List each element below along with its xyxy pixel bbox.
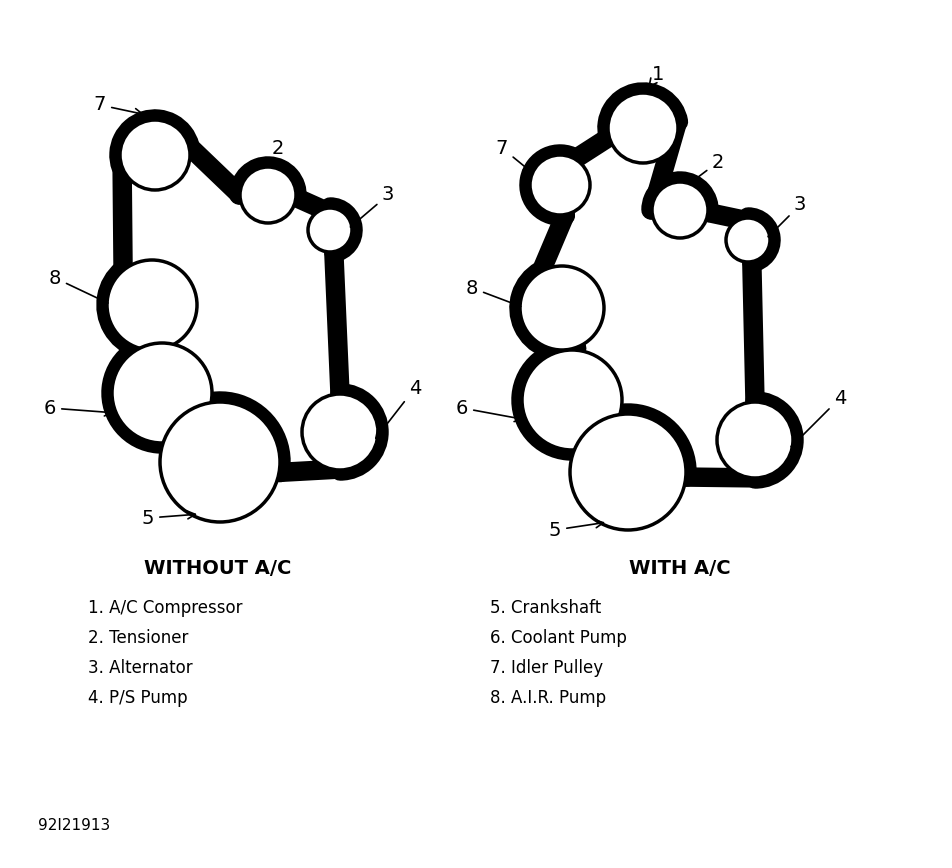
Text: 8: 8 bbox=[49, 268, 108, 303]
Circle shape bbox=[107, 260, 197, 350]
Circle shape bbox=[530, 155, 590, 215]
Text: 7. Idler Pulley: 7. Idler Pulley bbox=[490, 659, 604, 677]
Circle shape bbox=[112, 343, 212, 443]
Text: 6: 6 bbox=[456, 398, 523, 422]
Text: 3: 3 bbox=[768, 195, 806, 237]
Circle shape bbox=[608, 93, 678, 163]
Circle shape bbox=[120, 120, 190, 190]
Text: 5: 5 bbox=[548, 520, 604, 540]
Text: 5: 5 bbox=[142, 509, 195, 528]
Circle shape bbox=[717, 402, 793, 478]
Circle shape bbox=[308, 208, 352, 252]
Text: 6. Coolant Pump: 6. Coolant Pump bbox=[490, 629, 626, 647]
Text: 4. P/S Pump: 4. P/S Pump bbox=[88, 689, 188, 707]
Circle shape bbox=[570, 414, 686, 530]
Circle shape bbox=[240, 167, 296, 223]
Text: 5. Crankshaft: 5. Crankshaft bbox=[490, 599, 602, 617]
Circle shape bbox=[652, 182, 708, 238]
Text: WITHOUT A/C: WITHOUT A/C bbox=[145, 558, 291, 577]
Circle shape bbox=[726, 218, 770, 262]
Text: 2: 2 bbox=[271, 139, 285, 168]
Text: 2: 2 bbox=[688, 153, 724, 184]
Text: 4: 4 bbox=[376, 378, 421, 438]
Text: 7: 7 bbox=[94, 95, 143, 116]
Text: 6: 6 bbox=[44, 398, 112, 418]
Text: WITH A/C: WITH A/C bbox=[629, 558, 731, 577]
Circle shape bbox=[160, 402, 280, 522]
Text: 2. Tensioner: 2. Tensioner bbox=[88, 629, 188, 647]
Circle shape bbox=[522, 350, 622, 450]
Circle shape bbox=[520, 266, 604, 350]
Text: 3: 3 bbox=[350, 186, 394, 227]
Text: 1: 1 bbox=[649, 65, 664, 87]
Text: 1. A/C Compressor: 1. A/C Compressor bbox=[88, 599, 243, 617]
Text: 7: 7 bbox=[496, 139, 531, 172]
Text: 4: 4 bbox=[791, 389, 846, 447]
Text: 8: 8 bbox=[466, 279, 521, 307]
Text: 3. Alternator: 3. Alternator bbox=[88, 659, 192, 677]
Text: 92I21913: 92I21913 bbox=[38, 818, 110, 832]
Circle shape bbox=[302, 394, 378, 470]
Text: 8. A.I.R. Pump: 8. A.I.R. Pump bbox=[490, 689, 606, 707]
